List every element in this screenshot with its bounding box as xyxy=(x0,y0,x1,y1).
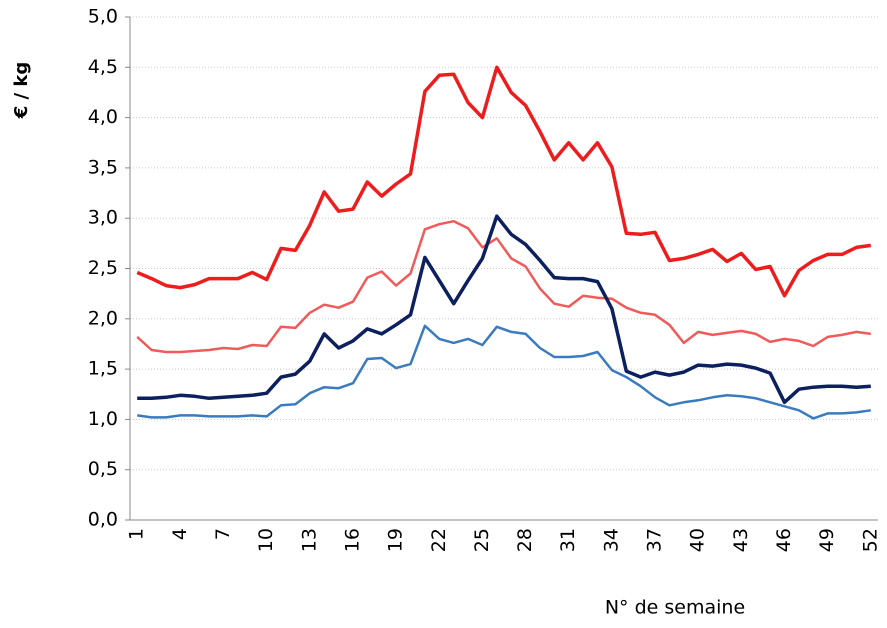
x-tick-label: 46 xyxy=(773,528,795,552)
y-axis-label: € / kg xyxy=(11,62,32,120)
x-tick-label: 22 xyxy=(428,528,450,552)
y-tick-label: 4,5 xyxy=(88,56,118,78)
x-tick-label: 16 xyxy=(341,528,363,552)
y-tick-label: 4,0 xyxy=(88,106,118,128)
x-tick-label: 40 xyxy=(687,528,709,552)
x-tick-label: 1 xyxy=(126,528,148,540)
x-axis-label: N° de semaine xyxy=(605,597,745,619)
x-tick-label: 19 xyxy=(385,528,407,552)
y-tick-label: 5,0 xyxy=(88,6,118,28)
y-tick-label: 0,5 xyxy=(88,458,118,480)
x-tick-label: 43 xyxy=(730,528,752,552)
y-tick-label: 1,0 xyxy=(88,408,118,430)
x-tick-label: 49 xyxy=(816,528,838,552)
x-tick-label: 7 xyxy=(212,528,234,540)
series-line xyxy=(136,65,872,298)
series-line xyxy=(137,324,871,420)
x-tick-label: 13 xyxy=(298,528,320,552)
x-tick-label: 28 xyxy=(514,528,536,552)
y-tick-label: 3,0 xyxy=(88,207,118,229)
y-tick-label: 3,5 xyxy=(88,156,118,178)
x-tick-label: 31 xyxy=(557,528,579,552)
y-tick-label: 2,5 xyxy=(88,257,118,279)
x-tick-label: 25 xyxy=(471,528,493,552)
x-tick-label: 34 xyxy=(600,528,622,552)
x-tick-label: 4 xyxy=(169,528,191,540)
x-tick-label: 10 xyxy=(255,528,277,552)
y-tick-label: 2,0 xyxy=(88,307,118,329)
x-tick-label: 37 xyxy=(644,528,666,552)
x-tick-label: 52 xyxy=(859,528,881,552)
series-line xyxy=(136,219,871,354)
y-tick-label: 1,5 xyxy=(88,358,118,380)
y-tick-label: 0,0 xyxy=(88,509,118,531)
series-line xyxy=(137,214,871,405)
